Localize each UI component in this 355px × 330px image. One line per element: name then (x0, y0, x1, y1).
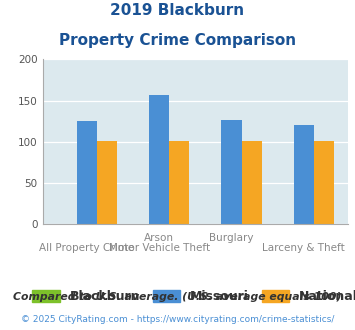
Text: © 2025 CityRating.com - https://www.cityrating.com/crime-statistics/: © 2025 CityRating.com - https://www.city… (21, 315, 334, 324)
Text: 2019 Blackburn: 2019 Blackburn (110, 3, 245, 18)
Text: Arson: Arson (144, 233, 174, 243)
Text: All Property Crime: All Property Crime (39, 243, 135, 252)
Bar (241, 141, 262, 224)
Text: Burglary: Burglary (209, 233, 253, 243)
Text: Compared to U.S. average. (U.S. average equals 100): Compared to U.S. average. (U.S. average … (13, 292, 342, 302)
Bar (294, 125, 314, 224)
Bar (77, 121, 97, 224)
Bar (314, 141, 334, 224)
Text: Larceny & Theft: Larceny & Theft (262, 243, 345, 252)
Bar (97, 141, 117, 224)
Bar (169, 141, 190, 224)
Text: Property Crime Comparison: Property Crime Comparison (59, 33, 296, 48)
Legend: Blackburn, Missouri, National: Blackburn, Missouri, National (27, 285, 355, 308)
Bar (149, 95, 169, 224)
Text: Motor Vehicle Theft: Motor Vehicle Theft (109, 243, 210, 252)
Bar (221, 120, 241, 224)
